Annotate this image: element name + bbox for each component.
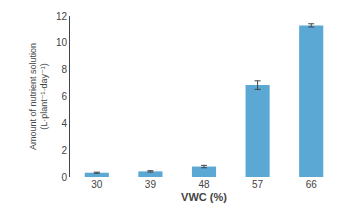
svg-text:30: 30 (91, 179, 103, 190)
svg-text:0: 0 (61, 172, 67, 183)
svg-text:66: 66 (306, 179, 318, 190)
svg-text:6: 6 (61, 91, 67, 102)
svg-text:Amount of nutrient solution(L·: Amount of nutrient solution(L·plant⁻¹·da… (28, 43, 50, 150)
svg-text:VWC (%): VWC (%) (181, 191, 227, 203)
svg-text:8: 8 (61, 64, 67, 75)
svg-text:10: 10 (56, 37, 68, 48)
svg-text:12: 12 (56, 11, 68, 22)
svg-text:48: 48 (198, 179, 210, 190)
svg-text:57: 57 (252, 179, 264, 190)
svg-text:39: 39 (145, 179, 157, 190)
svg-text:2: 2 (61, 145, 67, 156)
svg-text:4: 4 (61, 118, 67, 129)
